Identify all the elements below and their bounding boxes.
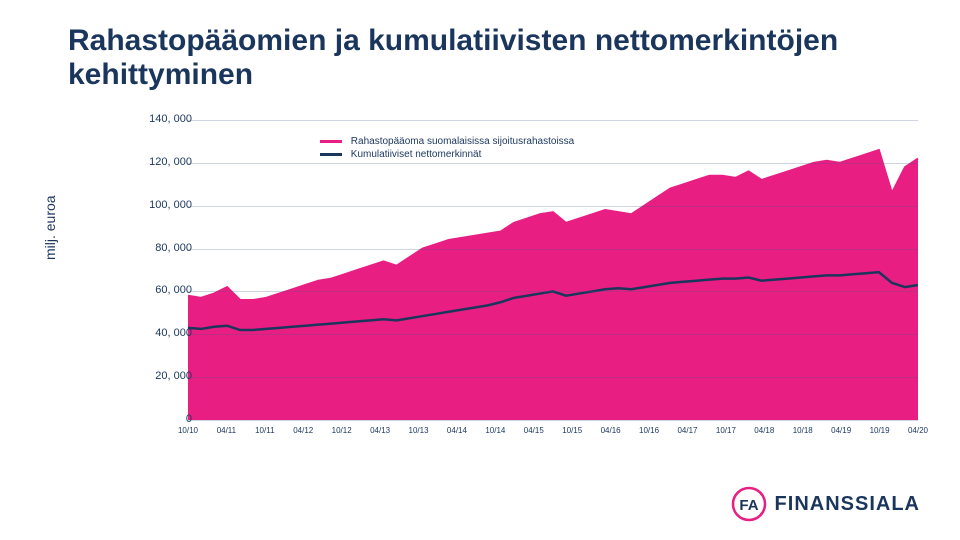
y-tick-label: 40, 000 bbox=[112, 327, 192, 339]
x-tick-label: 04/15 bbox=[519, 426, 549, 435]
x-tick-label: 04/13 bbox=[365, 426, 395, 435]
x-tick-label: 04/18 bbox=[749, 426, 779, 435]
logo-brand-text: FINANSSIALA bbox=[775, 493, 920, 516]
gridline bbox=[188, 377, 918, 378]
gridline bbox=[188, 163, 918, 164]
gridline bbox=[188, 291, 918, 292]
legend-label-1: Rahastopääoma suomalaisissa sijoitusraha… bbox=[351, 136, 574, 147]
x-tick-label: 04/12 bbox=[288, 426, 318, 435]
y-tick-label: 60, 000 bbox=[112, 284, 192, 296]
x-tick-label: 04/17 bbox=[672, 426, 702, 435]
gridline bbox=[188, 420, 918, 421]
gridline bbox=[188, 120, 918, 121]
x-tick-label: 04/16 bbox=[596, 426, 626, 435]
gridline bbox=[188, 249, 918, 250]
y-tick-label: 20, 000 bbox=[112, 370, 192, 382]
x-tick-label: 10/18 bbox=[788, 426, 818, 435]
x-tick-label: 10/15 bbox=[557, 426, 587, 435]
x-tick-label: 10/17 bbox=[711, 426, 741, 435]
legend-swatch-1 bbox=[320, 140, 342, 143]
x-tick-label: 10/14 bbox=[480, 426, 510, 435]
x-tick-label: 10/19 bbox=[865, 426, 895, 435]
x-tick-label: 10/10 bbox=[173, 426, 203, 435]
legend-swatch-2 bbox=[320, 153, 342, 156]
slide-title: Rahastopääomien ja kumulatiivisten netto… bbox=[68, 24, 888, 91]
x-tick-label: 10/12 bbox=[327, 426, 357, 435]
logo-badge-icon: FA bbox=[731, 486, 767, 522]
x-tick-label: 10/16 bbox=[634, 426, 664, 435]
chart-legend: Rahastopääoma suomalaisissa sijoitusraha… bbox=[320, 135, 574, 161]
y-tick-label: 0 bbox=[112, 413, 192, 425]
x-tick-label: 04/19 bbox=[826, 426, 856, 435]
gridline bbox=[188, 334, 918, 335]
logo-monogram: FA bbox=[739, 497, 758, 514]
y-tick-label: 140, 000 bbox=[112, 113, 192, 125]
legend-item-1: Rahastopääoma suomalaisissa sijoitusraha… bbox=[320, 135, 574, 148]
y-tick-label: 100, 000 bbox=[112, 199, 192, 211]
legend-label-2: Kumulatiiviset nettomerkinnät bbox=[351, 149, 482, 160]
chart-area bbox=[68, 120, 918, 450]
x-tick-label: 04/14 bbox=[442, 426, 472, 435]
y-tick-label: 120, 000 bbox=[112, 156, 192, 168]
x-tick-label: 10/13 bbox=[404, 426, 434, 435]
y-axis-label: milj. euroa bbox=[42, 195, 58, 260]
x-tick-label: 04/11 bbox=[211, 426, 241, 435]
gridline bbox=[188, 206, 918, 207]
legend-item-2: Kumulatiiviset nettomerkinnät bbox=[320, 148, 574, 161]
y-tick-label: 80, 000 bbox=[112, 242, 192, 254]
area-series bbox=[188, 150, 918, 420]
x-tick-label: 10/11 bbox=[250, 426, 280, 435]
slide-root: Rahastopääomien ja kumulatiivisten netto… bbox=[0, 0, 960, 540]
brand-logo: FA FINANSSIALA bbox=[731, 486, 920, 522]
x-tick-label: 04/20 bbox=[903, 426, 933, 435]
